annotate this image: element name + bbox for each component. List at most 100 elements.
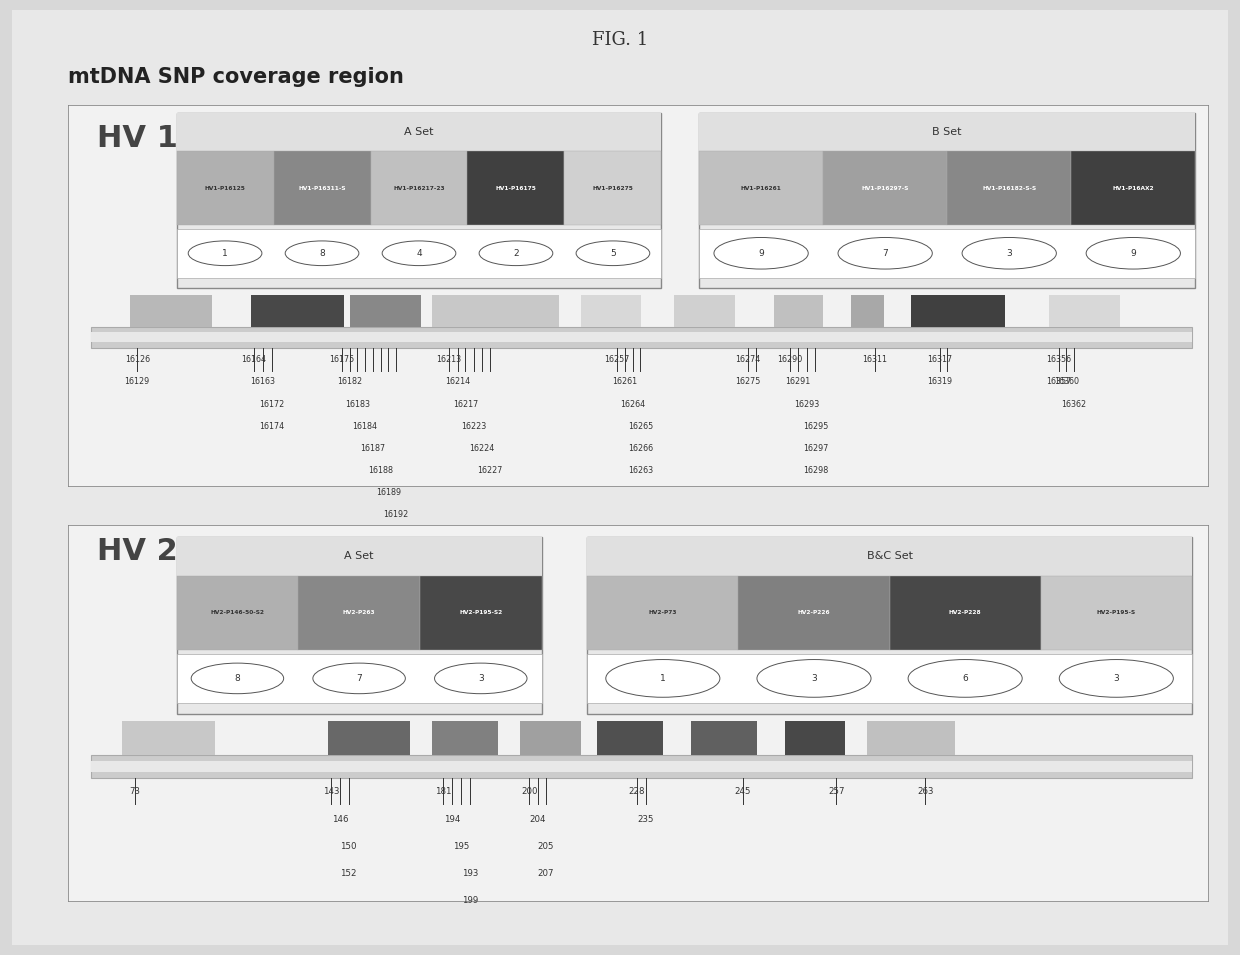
Text: 8: 8: [234, 674, 241, 683]
Text: A Set: A Set: [404, 127, 434, 137]
Bar: [176, 537, 542, 576]
Circle shape: [908, 660, 1022, 697]
Text: 152: 152: [340, 869, 357, 878]
Text: 3: 3: [811, 674, 817, 683]
Text: 4: 4: [417, 248, 422, 258]
Text: 16227: 16227: [477, 466, 502, 475]
Text: HV1-P16311-S: HV1-P16311-S: [299, 186, 346, 191]
Bar: [250, 295, 345, 327]
Circle shape: [188, 241, 262, 265]
Text: 3: 3: [1007, 248, 1012, 258]
Bar: [699, 113, 1195, 288]
Text: FIG. 1: FIG. 1: [591, 31, 649, 49]
Text: B Set: B Set: [932, 127, 962, 137]
Bar: [851, 295, 884, 327]
Bar: [176, 653, 542, 703]
Text: 16293: 16293: [794, 399, 820, 409]
Text: HV1-P16275: HV1-P16275: [593, 186, 634, 191]
Text: 1: 1: [222, 248, 228, 258]
Text: mtDNA SNP coverage region: mtDNA SNP coverage region: [68, 67, 404, 87]
Text: HV1-P16AX2: HV1-P16AX2: [1112, 186, 1154, 191]
Text: 193: 193: [461, 869, 477, 878]
Bar: [176, 151, 274, 225]
Bar: [739, 576, 889, 650]
Text: 257: 257: [828, 788, 844, 796]
Text: 263: 263: [918, 788, 934, 796]
Bar: [371, 151, 467, 225]
Text: 1: 1: [660, 674, 666, 683]
Bar: [889, 576, 1040, 650]
Text: HV2-P73: HV2-P73: [649, 610, 677, 615]
Text: 16290: 16290: [777, 355, 802, 364]
Text: 16184: 16184: [352, 422, 378, 431]
Text: 16317: 16317: [928, 355, 952, 364]
Circle shape: [382, 241, 456, 265]
Text: 16182: 16182: [337, 377, 362, 387]
Text: 16214: 16214: [445, 377, 470, 387]
Text: 3: 3: [477, 674, 484, 683]
Text: 2: 2: [513, 248, 518, 258]
Bar: [129, 295, 212, 327]
Bar: [774, 295, 823, 327]
Text: HV2-P263: HV2-P263: [342, 610, 376, 615]
Bar: [433, 721, 498, 755]
Circle shape: [1086, 238, 1180, 269]
Text: B&C Set: B&C Set: [867, 551, 913, 562]
Text: 16164: 16164: [242, 355, 267, 364]
Text: 199: 199: [461, 896, 477, 905]
Text: 16224: 16224: [469, 444, 495, 453]
Text: 3: 3: [1114, 674, 1120, 683]
Text: 16295: 16295: [802, 422, 828, 431]
Text: 16298: 16298: [802, 466, 828, 475]
Bar: [675, 295, 735, 327]
Bar: [1071, 151, 1195, 225]
Text: HV 1: HV 1: [97, 124, 177, 153]
Bar: [588, 576, 739, 650]
Bar: [176, 113, 661, 151]
Bar: [867, 721, 955, 755]
Text: HV2-P195-S: HV2-P195-S: [1096, 610, 1136, 615]
Text: 16275: 16275: [735, 377, 761, 387]
Bar: [521, 721, 580, 755]
Circle shape: [962, 238, 1056, 269]
Bar: [91, 327, 1192, 348]
Bar: [420, 576, 542, 650]
Text: 228: 228: [629, 788, 645, 796]
Text: 143: 143: [322, 788, 340, 796]
Text: 16163: 16163: [250, 377, 275, 387]
Bar: [588, 537, 1192, 714]
Bar: [588, 653, 1192, 703]
Bar: [327, 721, 410, 755]
Text: HV2-P195-S2: HV2-P195-S2: [459, 610, 502, 615]
Bar: [699, 113, 1195, 151]
Text: 8: 8: [319, 248, 325, 258]
Text: 16183: 16183: [345, 399, 370, 409]
Bar: [91, 761, 1192, 773]
Bar: [580, 295, 641, 327]
Bar: [122, 721, 216, 755]
Text: HV1-P16125: HV1-P16125: [205, 186, 246, 191]
Circle shape: [756, 660, 870, 697]
Text: 150: 150: [340, 841, 357, 851]
Bar: [467, 151, 564, 225]
Text: 16319: 16319: [928, 377, 952, 387]
Text: 146: 146: [331, 815, 348, 823]
Circle shape: [838, 238, 932, 269]
Text: 16187: 16187: [361, 444, 386, 453]
Text: 181: 181: [435, 788, 451, 796]
Text: 195: 195: [453, 841, 469, 851]
Circle shape: [191, 663, 284, 693]
Bar: [564, 151, 661, 225]
Text: 16263: 16263: [627, 466, 653, 475]
Bar: [691, 721, 758, 755]
Text: 16297: 16297: [802, 444, 828, 453]
Text: 16172: 16172: [259, 399, 284, 409]
Text: HV2-P226: HV2-P226: [797, 610, 831, 615]
Text: 16266: 16266: [627, 444, 653, 453]
Circle shape: [577, 241, 650, 265]
Text: 16223: 16223: [461, 422, 487, 431]
Bar: [433, 295, 559, 327]
Circle shape: [479, 241, 553, 265]
Bar: [947, 151, 1071, 225]
Text: 7: 7: [356, 674, 362, 683]
